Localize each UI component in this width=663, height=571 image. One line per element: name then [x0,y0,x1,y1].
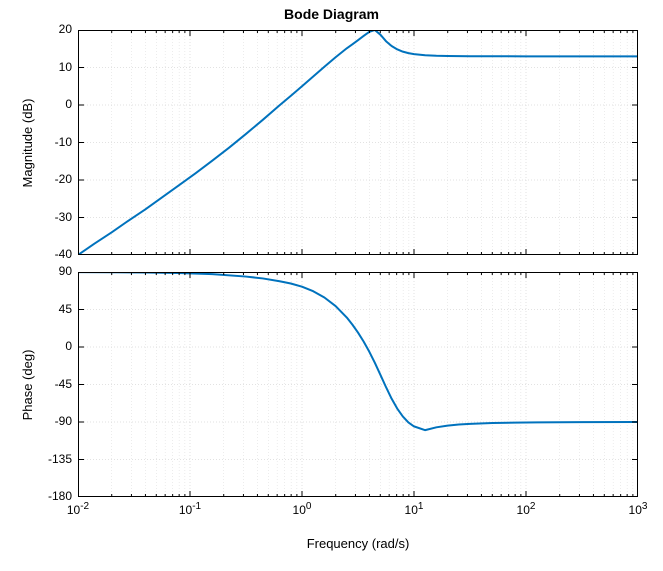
magnitude-ylabel: Magnitude (dB) [20,43,35,243]
phase-ylabel: Phase (deg) [20,285,35,485]
ytick-label: -45 [55,377,72,391]
frequency-xlabel: Frequency (rad/s) [78,536,638,551]
ytick-label: -40 [55,247,72,261]
xtick-label: 100 [284,501,320,517]
phase-plot [78,272,638,497]
ytick-label: 20 [59,22,72,36]
ytick-label: -90 [55,414,72,428]
ytick-label: 0 [65,339,72,353]
magnitude-plot [78,30,638,255]
ytick-label: -20 [55,172,72,186]
data-line [78,272,638,430]
xtick-label: 102 [508,501,544,517]
ytick-label: -30 [55,210,72,224]
ytick-label: 90 [59,264,72,278]
xtick-label: 10-1 [172,501,208,517]
bode-title: Bode Diagram [0,6,663,22]
ytick-label: -135 [48,452,72,466]
xtick-label: 103 [620,501,656,517]
xtick-label: 101 [396,501,432,517]
xtick-label: 10-2 [60,501,96,517]
ytick-label: -10 [55,135,72,149]
ytick-label: 10 [59,60,72,74]
ytick-label: 0 [65,97,72,111]
ytick-label: 45 [59,302,72,316]
